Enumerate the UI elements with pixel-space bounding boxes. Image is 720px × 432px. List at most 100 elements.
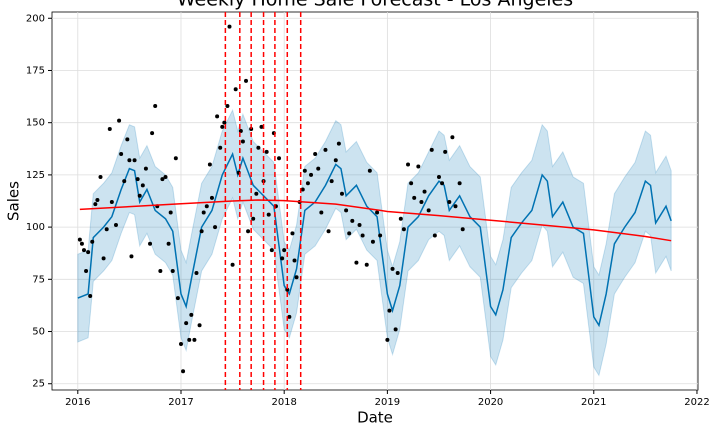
actual-point — [412, 195, 417, 200]
actual-point — [285, 287, 290, 292]
actual-point — [113, 223, 118, 228]
actual-point — [170, 268, 175, 273]
actual-point — [246, 229, 251, 234]
actual-point — [207, 162, 212, 167]
actual-point — [460, 227, 465, 232]
actual-point — [378, 233, 383, 238]
actual-point — [398, 216, 403, 221]
actual-point — [244, 78, 249, 83]
actual-point — [150, 131, 155, 136]
actual-point — [222, 120, 227, 125]
actual-point — [254, 191, 259, 196]
actual-point — [117, 118, 122, 123]
actual-point — [140, 183, 145, 188]
plot-area — [51, 11, 699, 391]
x-tick-label: 2016 — [65, 397, 90, 408]
actual-point — [354, 260, 359, 265]
x-tick-label: 2022 — [684, 397, 709, 408]
chart-title: Weekly Home Sale Forecast - Los Angeles — [177, 0, 573, 11]
actual-point — [450, 135, 455, 140]
actual-point — [457, 181, 462, 186]
actual-point — [160, 177, 165, 182]
actual-point — [137, 193, 142, 198]
actual-point — [387, 308, 392, 313]
actual-point — [189, 312, 194, 317]
grid — [52, 12, 698, 390]
trend-line — [79, 199, 672, 242]
actual-point — [375, 210, 380, 215]
actual-point — [443, 149, 448, 154]
actual-point — [326, 229, 331, 234]
actual-point — [153, 103, 158, 108]
actual-point — [90, 239, 95, 244]
actual-point — [175, 296, 180, 301]
y-tick-label: 50 — [32, 327, 45, 338]
actual-point — [204, 204, 209, 209]
y-tick-label: 25 — [32, 379, 45, 390]
actual-point — [440, 181, 445, 186]
y-tick-label: 75 — [32, 274, 45, 285]
y-axis-label: Sales — [5, 181, 23, 221]
actual-point — [163, 174, 168, 179]
actual-point — [259, 124, 264, 129]
actual-point — [282, 248, 287, 253]
plot-layer — [52, 12, 698, 390]
actual-point — [79, 241, 84, 246]
actual-point — [201, 210, 206, 215]
actual-point — [220, 124, 225, 129]
actual-point — [86, 250, 91, 255]
actual-point — [215, 114, 220, 119]
actual-point — [173, 156, 178, 161]
actual-point — [213, 225, 218, 230]
actual-point — [77, 237, 82, 242]
actual-point — [401, 227, 406, 232]
y-tick-label: 125 — [26, 170, 45, 181]
actual-point — [302, 168, 307, 173]
actual-point — [432, 233, 437, 238]
actual-point — [233, 87, 238, 92]
actual-point — [240, 139, 245, 144]
actual-point — [309, 172, 314, 177]
actual-point — [122, 179, 127, 184]
actual-point — [135, 177, 140, 182]
actual-point — [350, 218, 355, 223]
actual-point — [319, 210, 324, 215]
actual-point — [84, 268, 89, 273]
actual-point — [429, 147, 434, 152]
actual-point — [225, 103, 230, 108]
actual-point — [426, 208, 431, 213]
actual-point — [218, 145, 223, 150]
actual-point — [230, 262, 235, 267]
actual-point — [178, 342, 183, 347]
x-tick-label: 2021 — [581, 397, 606, 408]
actual-point — [364, 262, 369, 267]
actual-point — [209, 195, 214, 200]
actual-point — [93, 202, 98, 207]
actual-point — [192, 337, 197, 342]
actual-point — [264, 149, 269, 154]
actual-point — [95, 197, 100, 202]
actual-point — [422, 189, 427, 194]
actual-point — [333, 158, 338, 163]
actual-point — [395, 271, 400, 276]
actual-point — [166, 241, 171, 246]
actual-point — [419, 200, 424, 205]
actual-point — [344, 208, 349, 213]
actual-point — [406, 162, 411, 167]
x-tick-label: 2019 — [375, 397, 400, 408]
actual-point — [447, 200, 452, 205]
actual-point — [316, 166, 321, 171]
actual-point — [199, 229, 204, 234]
actual-point — [416, 164, 421, 169]
actual-point — [339, 191, 344, 196]
actual-point — [98, 174, 103, 179]
x-axis-label: Date — [357, 409, 393, 427]
actual-point — [266, 212, 271, 217]
actual-point — [323, 147, 328, 152]
actual-point — [125, 137, 130, 142]
actual-point — [184, 321, 189, 326]
actual-point — [347, 231, 352, 236]
actual-point — [357, 223, 362, 228]
actual-point — [251, 216, 256, 221]
actual-point — [436, 174, 441, 179]
